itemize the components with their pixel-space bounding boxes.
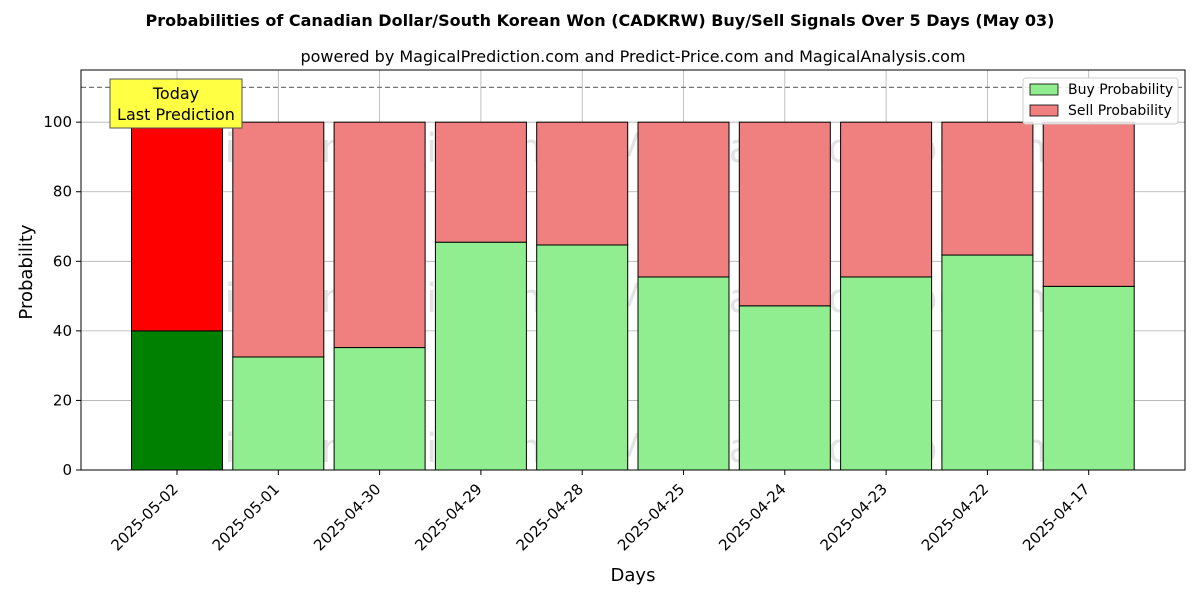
legend-label: Sell Probability: [1068, 103, 1172, 119]
sell-probability-bar: [941, 121, 1034, 256]
buy-probability-bar: [840, 276, 933, 471]
y-tick-label: 100: [43, 113, 72, 131]
buy-probability-bar: [738, 305, 831, 471]
annotation-text: Today: [152, 84, 199, 103]
sell-probability-bar: [333, 121, 426, 349]
x-tick-label: 2025-04-24: [715, 480, 789, 554]
legend-swatch: [1029, 83, 1059, 96]
buy-probability-bar: [637, 276, 730, 471]
chart-subtitle: powered by MagicalPrediction.com and Pre…: [300, 47, 965, 66]
y-tick-label: 40: [53, 322, 72, 340]
buy-probability-bar: [536, 244, 629, 471]
x-tick-label: 2025-04-30: [310, 480, 384, 554]
x-tick-label: 2025-04-23: [817, 480, 891, 554]
sell-probability-bar: [232, 121, 325, 358]
buy-probability-bar: [1042, 285, 1135, 471]
y-tick-label: 80: [53, 183, 72, 201]
annotation-text: Last Prediction: [117, 105, 235, 124]
y-axis-label: Probability: [16, 224, 37, 319]
sell-probability-bar: [434, 121, 527, 243]
sell-probability-bar: [131, 121, 223, 332]
bars-layer: [131, 121, 1135, 471]
legend-label: Buy Probability: [1068, 82, 1173, 98]
buy-probability-bar: [333, 347, 426, 471]
sell-probability-bar: [637, 121, 730, 278]
sell-probability-bar: [1042, 121, 1135, 287]
legend-box: [1022, 77, 1179, 125]
x-tick-label: 2025-04-29: [411, 480, 485, 554]
legend: Buy Probability Sell Probability: [1022, 77, 1179, 125]
x-tick-label: 2025-04-28: [513, 480, 587, 554]
annotation-box: [109, 78, 243, 129]
sell-probability-bar: [840, 121, 933, 278]
sell-probability-bar: [536, 121, 629, 246]
buy-probability-bar: [941, 254, 1034, 471]
sell-probability-bar: [738, 121, 831, 307]
x-tick-label: 2025-05-02: [107, 480, 181, 554]
x-axis-label: Days: [611, 565, 656, 586]
chart-title: Probabilities of Canadian Dollar/South K…: [146, 11, 1055, 30]
today-annotation: Today Last Prediction: [109, 78, 243, 129]
legend-swatch: [1029, 104, 1059, 117]
x-tick-label: 2025-05-01: [209, 480, 283, 554]
buy-probability-bar: [434, 241, 527, 471]
x-tick-label: 2025-04-17: [1019, 480, 1093, 554]
y-tick-label: 20: [53, 391, 72, 409]
buy-probability-bar: [131, 330, 223, 471]
x-tick-label: 2025-04-22: [918, 480, 992, 554]
x-tick-label: 2025-04-25: [614, 480, 688, 554]
plot-frame: [80, 69, 1186, 471]
y-tick-label: 0: [62, 461, 72, 479]
y-tick-label: 60: [53, 252, 72, 270]
buy-probability-bar: [232, 356, 325, 471]
